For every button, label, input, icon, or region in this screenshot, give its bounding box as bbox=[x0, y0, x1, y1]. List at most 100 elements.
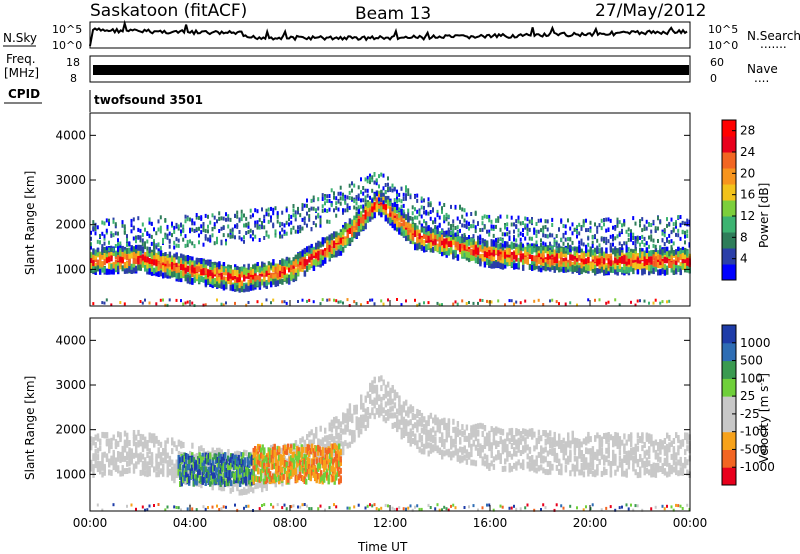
power-cell bbox=[414, 244, 417, 251]
power-cell bbox=[371, 188, 374, 193]
power-cell bbox=[540, 228, 542, 233]
power-cell bbox=[659, 262, 662, 269]
power-cell bbox=[582, 263, 586, 269]
power-cell bbox=[454, 300, 457, 304]
power-cell bbox=[596, 238, 599, 243]
power-cell bbox=[310, 206, 313, 211]
power-cell bbox=[621, 266, 624, 273]
power-cell bbox=[175, 222, 178, 227]
power-cell bbox=[99, 260, 102, 267]
power-cell bbox=[182, 270, 185, 277]
power-cell bbox=[366, 188, 369, 193]
power-cell bbox=[99, 264, 102, 270]
power-cell bbox=[238, 274, 241, 281]
velocity-cell bbox=[333, 416, 336, 423]
power-cell bbox=[274, 273, 277, 280]
velocity-cell bbox=[141, 505, 144, 509]
power-cell bbox=[463, 223, 466, 228]
power-cell bbox=[420, 196, 423, 201]
velocity-cell bbox=[144, 462, 147, 469]
power-cell bbox=[384, 209, 388, 216]
power-cell bbox=[321, 193, 324, 198]
power-cell bbox=[180, 253, 183, 260]
velocity-cell bbox=[249, 485, 253, 492]
power-cell bbox=[355, 222, 358, 229]
velocity-cell bbox=[166, 505, 169, 509]
power-cell bbox=[177, 238, 180, 243]
power-cell bbox=[306, 211, 308, 216]
power-cell bbox=[105, 298, 108, 302]
velocity-cell bbox=[225, 505, 227, 509]
velocity-cell bbox=[144, 470, 147, 477]
velocity-cell bbox=[220, 449, 223, 456]
power-cell bbox=[119, 301, 122, 304]
velocity-cell bbox=[164, 449, 167, 456]
power-cell bbox=[139, 238, 142, 243]
power-cell bbox=[468, 221, 470, 226]
velocity-cell bbox=[384, 401, 388, 408]
power-cell bbox=[267, 234, 270, 239]
power-cell bbox=[490, 224, 493, 229]
power-cell bbox=[474, 211, 477, 216]
power-cell bbox=[630, 232, 632, 237]
power-cell bbox=[254, 234, 257, 239]
velocity-cell bbox=[391, 386, 394, 393]
velocity-cell bbox=[99, 439, 102, 445]
power-cell bbox=[195, 213, 198, 217]
velocity-cell bbox=[108, 438, 111, 445]
power-cell bbox=[110, 251, 113, 258]
power-cell bbox=[337, 198, 340, 203]
power-cell bbox=[402, 220, 406, 226]
velocity-cell bbox=[146, 445, 149, 452]
power-cell bbox=[92, 248, 95, 255]
power-cell bbox=[297, 210, 299, 215]
power-cell bbox=[153, 241, 155, 246]
power-cell bbox=[666, 300, 668, 304]
power-cell bbox=[229, 217, 232, 222]
velocity-cell bbox=[312, 433, 316, 440]
power-cell bbox=[126, 237, 128, 242]
power-cell bbox=[306, 246, 309, 253]
power-cell bbox=[465, 240, 469, 247]
power-cell bbox=[144, 298, 146, 302]
power-cell bbox=[416, 215, 419, 220]
power-cell bbox=[645, 247, 649, 254]
power-cell bbox=[661, 238, 664, 243]
velocity-cell bbox=[99, 461, 102, 468]
velocity-cell bbox=[364, 424, 367, 431]
power-cell bbox=[679, 254, 682, 261]
power-cell bbox=[130, 249, 133, 255]
power-cell bbox=[508, 237, 511, 241]
velocity-cell bbox=[180, 508, 182, 512]
power-cell bbox=[355, 212, 358, 218]
power-cell bbox=[126, 242, 128, 247]
power-cell bbox=[607, 300, 610, 304]
power-cell bbox=[438, 240, 442, 247]
power-cell bbox=[362, 206, 365, 213]
power-cell bbox=[164, 262, 167, 269]
velocity-cell bbox=[384, 503, 387, 507]
power-cell bbox=[112, 233, 115, 238]
velocity-cell bbox=[310, 507, 313, 511]
power-cell bbox=[519, 237, 522, 242]
power-cell bbox=[627, 232, 630, 237]
power-cell bbox=[222, 216, 225, 221]
power-cell bbox=[607, 217, 610, 222]
power-cell bbox=[321, 298, 324, 302]
power-cell bbox=[310, 227, 313, 231]
power-cell bbox=[438, 246, 442, 253]
power-cell bbox=[193, 244, 196, 249]
power-cell bbox=[382, 203, 385, 210]
power-cell bbox=[218, 211, 221, 216]
power-cell bbox=[443, 203, 446, 207]
power-cell bbox=[267, 219, 270, 224]
power-cell bbox=[317, 259, 320, 266]
power-cell bbox=[616, 256, 619, 263]
power-cell bbox=[108, 252, 111, 259]
power-cell bbox=[344, 226, 347, 233]
power-cell bbox=[267, 207, 270, 212]
power-cell bbox=[164, 218, 167, 222]
power-cell bbox=[114, 231, 117, 236]
power-cell bbox=[202, 224, 205, 229]
